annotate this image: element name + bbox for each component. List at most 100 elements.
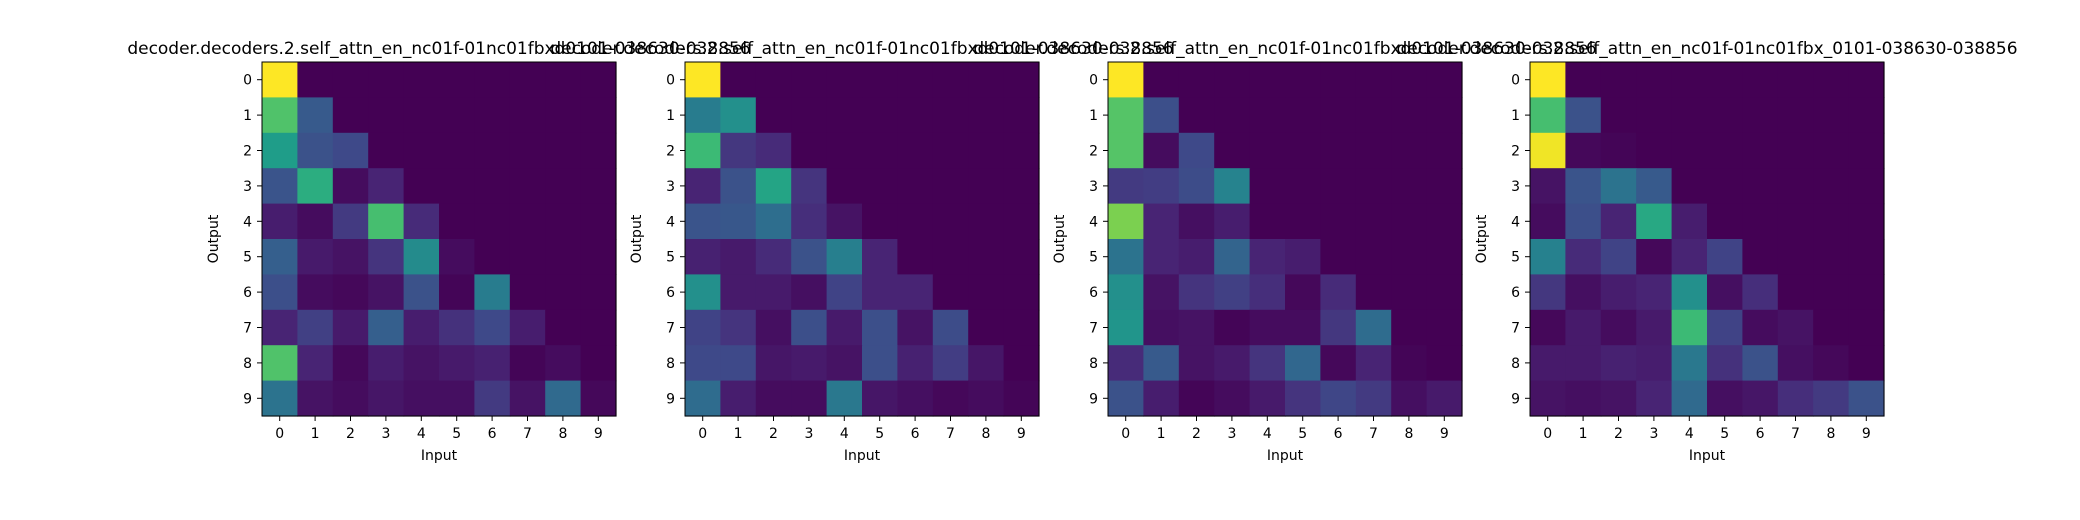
heatmap-cell [1813,168,1850,205]
heatmap-cell [1178,203,1215,240]
heatmap-cell [1285,97,1321,134]
heatmap-cell [1426,309,1463,346]
heatmap-cell [1813,274,1850,311]
heatmap-cell [862,309,898,346]
heatmap-cell [474,62,511,98]
heatmap-cell [1214,309,1251,346]
heatmap-cell [1565,239,1602,275]
heatmap-cell [1391,132,1428,169]
heatmap-cell [474,239,511,275]
heatmap-cell [439,309,475,346]
heatmap-cell [968,345,1005,382]
heatmap-cell [439,274,475,311]
heatmap-cell [862,203,898,240]
y-tick-label: 2 [1089,144,1098,160]
heatmap-cell [1178,168,1215,205]
heatmap-cell [1530,168,1566,205]
heatmap-cell [1355,97,1392,134]
heatmap-cell [1636,345,1673,382]
heatmap-panel-2: 0 1 2 3 4 5 6 7 8 9 0 1 2 3 4 5 6 7 8 9 Input Output decoder.d… [550,39,1173,464]
heatmap-cell [1565,168,1602,205]
heatmap-cell [439,239,475,275]
heatmap-cell [1214,132,1251,169]
heatmap-cell [755,132,792,169]
heatmap-cell [1636,380,1673,417]
heatmap-cell [1178,380,1215,417]
heatmap-cell [791,380,828,417]
x-tick-label: 6 [1756,426,1765,442]
heatmap-cell [509,274,546,311]
heatmap-cell [332,168,369,205]
heatmap-cell [862,168,898,205]
heatmap-cell [932,203,969,240]
y-tick-label: 3 [1511,179,1520,195]
heatmap-cell [1391,309,1428,346]
heatmap-cell [755,274,792,311]
heatmap-cell [1108,168,1144,205]
heatmap-cell [368,62,405,98]
heatmap-cell [897,168,934,205]
heatmap-cell [685,309,721,346]
heatmap-cell [1003,274,1040,311]
heatmap-cell [1355,132,1392,169]
heatmap-cell [1003,168,1040,205]
heatmap-cell [1355,345,1392,382]
heatmap-cell [1848,168,1885,205]
heatmap-cell [791,203,828,240]
heatmap-cell [1003,309,1040,346]
heatmap-cell [897,203,934,240]
heatmap-cell [509,380,546,417]
x-tick-label: 5 [452,426,461,442]
heatmap-cell [545,345,582,382]
heatmap-cell [1813,345,1850,382]
heatmap-cell [932,239,969,275]
heatmap-cell [439,380,475,417]
heatmap-cell [1178,97,1215,134]
heatmap-cell [262,132,298,169]
heatmap-cell [1600,239,1637,275]
y-tick-label: 8 [1089,356,1098,372]
heatmap-cell [1813,380,1850,417]
heatmap-cell [1707,168,1743,205]
heatmap-cell [1320,132,1357,169]
heatmap-cell [1530,203,1566,240]
y-tick-label: 6 [666,285,675,301]
heatmap-cell [545,203,582,240]
heatmap-cell [1777,168,1814,205]
heatmap-cell [1777,132,1814,169]
heatmap-cell [1003,203,1040,240]
heatmap-cell [545,380,582,417]
heatmap-cell [1355,239,1392,275]
x-axis-label: Input [844,448,881,464]
heatmap-cell [332,132,369,169]
heatmap-cell [1636,168,1673,205]
heatmap-cell [897,380,934,417]
heatmap-cell [1143,274,1180,311]
heatmap-cell [720,168,757,205]
x-tick-label: 6 [488,426,497,442]
heatmap-cell [1143,168,1180,205]
y-tick-label: 3 [1089,179,1098,195]
x-tick-label: 4 [1263,426,1272,442]
heatmap-cell [509,132,546,169]
heatmap-cell [580,309,617,346]
heatmap-cell [1391,62,1428,98]
heatmap-cell [1391,345,1428,382]
heatmap-cell [1530,239,1566,275]
heatmap-cell [1742,239,1779,275]
heatmap-cell [1003,62,1040,98]
heatmap-cell [720,132,757,169]
heatmap-cell [1848,380,1885,417]
heatmap-cell [1355,380,1392,417]
y-tick-label: 8 [1511,356,1520,372]
heatmap-cell [1636,274,1673,311]
heatmap-cell [1249,309,1286,346]
x-tick-label: 1 [1579,426,1588,442]
heatmap-cell [755,239,792,275]
heatmap-cell [720,239,757,275]
x-axis-label: Input [421,448,458,464]
heatmap-cell [1742,132,1779,169]
heatmap-cell [1426,380,1463,417]
heatmap-cell [368,309,405,346]
heatmap-cell [1671,309,1708,346]
